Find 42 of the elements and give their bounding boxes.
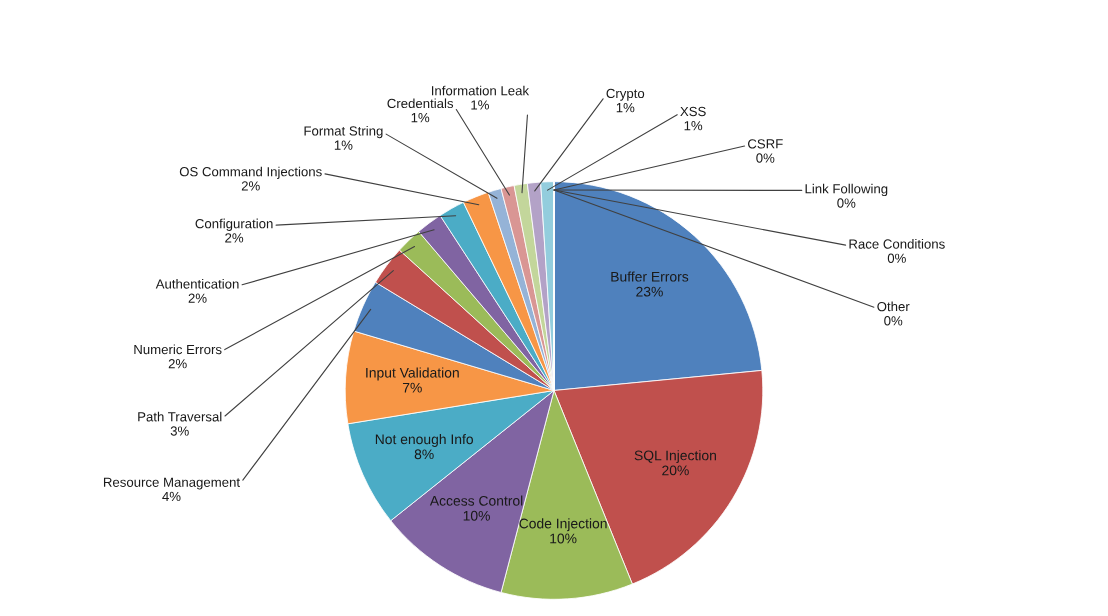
text: 0% [756, 153, 775, 163]
data-label: 3% [170, 426, 189, 436]
data-label: 20% [662, 465, 689, 476]
slice-label: Information Leak [431, 85, 530, 96]
data-label: 2% [225, 233, 244, 243]
data-label: 1% [411, 113, 430, 123]
slice-label: XSS [680, 106, 706, 117]
slice-label: Input Validation [366, 367, 459, 381]
data-label: 2% [241, 181, 260, 191]
slice-label: Format String [304, 125, 383, 139]
text: 0% [837, 198, 856, 208]
data-label: 7% [402, 382, 422, 393]
data-label: 10% [550, 533, 577, 544]
slice-label: OS Command Injections [179, 166, 322, 179]
slice-label: Code Injection [519, 518, 607, 532]
text: 0% [884, 316, 903, 326]
data-label: 1% [334, 140, 353, 150]
slice-label: Resource Management [103, 477, 240, 490]
data-label: 10% [463, 510, 490, 521]
slice-label: Numeric Errors [134, 344, 222, 355]
category-label: Other [877, 301, 910, 312]
slice-label: Configuration [195, 218, 273, 231]
slice-label: Access Control [429, 495, 523, 506]
data-label: 4% [162, 491, 181, 502]
slice-label: Buffer Errors [611, 271, 689, 282]
slice-label: Path Traversal [138, 411, 222, 422]
slice-label: Authentication [155, 278, 239, 289]
data-label: 1% [471, 100, 489, 110]
data-label: 1% [684, 121, 703, 131]
category-label: CSRF [748, 139, 783, 149]
data-label: 1% [616, 103, 635, 113]
category-label: Race Conditions [849, 239, 945, 249]
data-label: 2% [188, 293, 207, 303]
slice-label: Credentials [387, 98, 454, 109]
text: 0% [887, 253, 906, 263]
slice-label: Not enough Info [375, 434, 473, 447]
slice-label: Crypto [606, 88, 645, 101]
data-label: 8% [414, 449, 434, 460]
data-label: 23% [636, 286, 663, 297]
category-label: Link Following [805, 183, 888, 197]
slice-label: SQL Injection [634, 450, 716, 464]
data-label: 2% [168, 359, 187, 369]
